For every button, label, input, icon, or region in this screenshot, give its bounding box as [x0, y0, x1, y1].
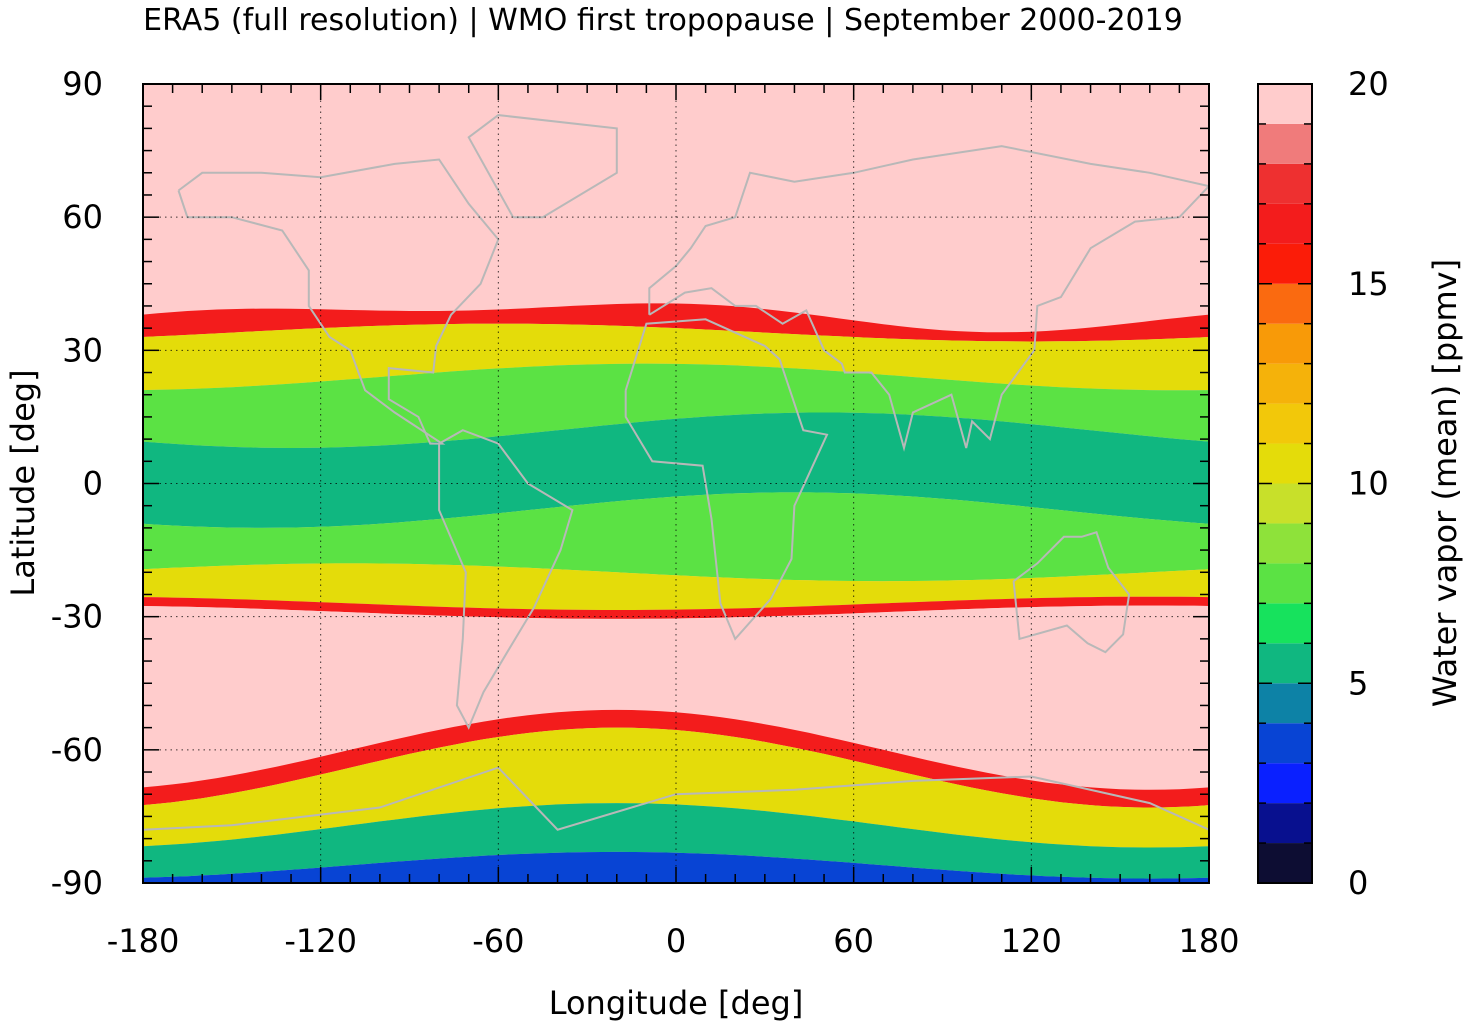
field-band-northern-subtropics [143, 323, 1209, 391]
field-band-southern-jet-2 [143, 709, 1209, 808]
y-tick-label: 0 [83, 465, 103, 503]
field-band-southern-jet [143, 596, 1209, 619]
y-tick-label: -90 [51, 864, 103, 902]
coastline-5 [467, 114, 618, 219]
colorbar-ticks [1258, 83, 1312, 884]
field-band-southern-subtropics [143, 563, 1209, 610]
x-tick-label: -180 [107, 922, 180, 960]
x-tick-label: 180 [1178, 922, 1239, 960]
colorbar-level [1258, 443, 1312, 484]
x-tick-label: -60 [472, 922, 524, 960]
colorbar-level [1258, 203, 1312, 244]
colorbar-level [1258, 123, 1312, 164]
coastline-2 [624, 318, 829, 641]
x-tick-label: 0 [666, 922, 686, 960]
colorbar-label: Water vapor (mean) [ppmv] [1426, 259, 1464, 707]
colorbar-level [1258, 403, 1312, 444]
colorbar-tick-label: 10 [1348, 465, 1389, 503]
field-band-tropics-lower [143, 492, 1209, 582]
colorbar-level [1258, 723, 1312, 764]
field-band-southern-midlatitude [143, 605, 1209, 790]
coastline-1 [438, 429, 574, 730]
x-axis-label: Longitude [deg] [549, 984, 804, 1022]
y-tick-label: 30 [62, 331, 103, 369]
colorbar-tick-label: 15 [1348, 265, 1389, 303]
x-tick-label: 60 [833, 922, 874, 960]
x-tick-labels: -180 -120 -60 0 60 120 180 [107, 922, 1240, 960]
colorbar-level [1258, 523, 1312, 564]
colorbar-level [1258, 643, 1312, 684]
gridlines [143, 84, 1209, 883]
colorbar-level [1258, 763, 1312, 804]
colorbar-level [1258, 243, 1312, 284]
colorbar-tick-label: 0 [1348, 864, 1368, 902]
colorbar-level [1258, 683, 1312, 724]
x-tick-label: 120 [1001, 922, 1062, 960]
coastline-4 [1012, 531, 1131, 654]
colorbar-level [1258, 843, 1312, 883]
field-band-northern-high [143, 84, 1209, 333]
y-tick-label: 90 [62, 65, 103, 103]
plot-area [143, 84, 1209, 883]
colorbar-tick-label: 5 [1348, 664, 1368, 702]
y-tick-labels: 90 60 30 0 -30 -60 -90 [51, 65, 103, 902]
field-band-tropics-upper [143, 363, 1209, 448]
field-band-antarctic-edge [143, 803, 1209, 879]
colorbar-level [1258, 84, 1312, 124]
y-tick-label: -60 [51, 731, 103, 769]
colorbar-level [1258, 163, 1312, 204]
water-vapor-field [143, 84, 1209, 883]
chart-title: ERA5 (full resolution) | WMO first tropo… [143, 3, 1183, 38]
y-axis-label: Latitude [deg] [4, 369, 42, 596]
colorbar-tick-label: 20 [1348, 65, 1389, 103]
colorbar-level [1258, 283, 1312, 324]
colorbar-level [1258, 603, 1312, 644]
colorbar [1258, 84, 1312, 883]
colorbar-level [1258, 363, 1312, 404]
colorbar-level [1258, 803, 1312, 844]
colorbar-tick-labels: 0 5 10 15 20 [1348, 65, 1389, 902]
colorbar-level [1258, 323, 1312, 364]
y-tick-label: -30 [51, 598, 103, 636]
axis-ticks [142, 83, 1210, 884]
x-tick-label: -120 [284, 922, 357, 960]
colorbar-level [1258, 563, 1312, 604]
coastline-0 [177, 158, 500, 445]
y-tick-label: 60 [62, 198, 103, 236]
field-band-southern-high-gradient [143, 727, 1209, 848]
colorbar-level [1258, 483, 1312, 524]
